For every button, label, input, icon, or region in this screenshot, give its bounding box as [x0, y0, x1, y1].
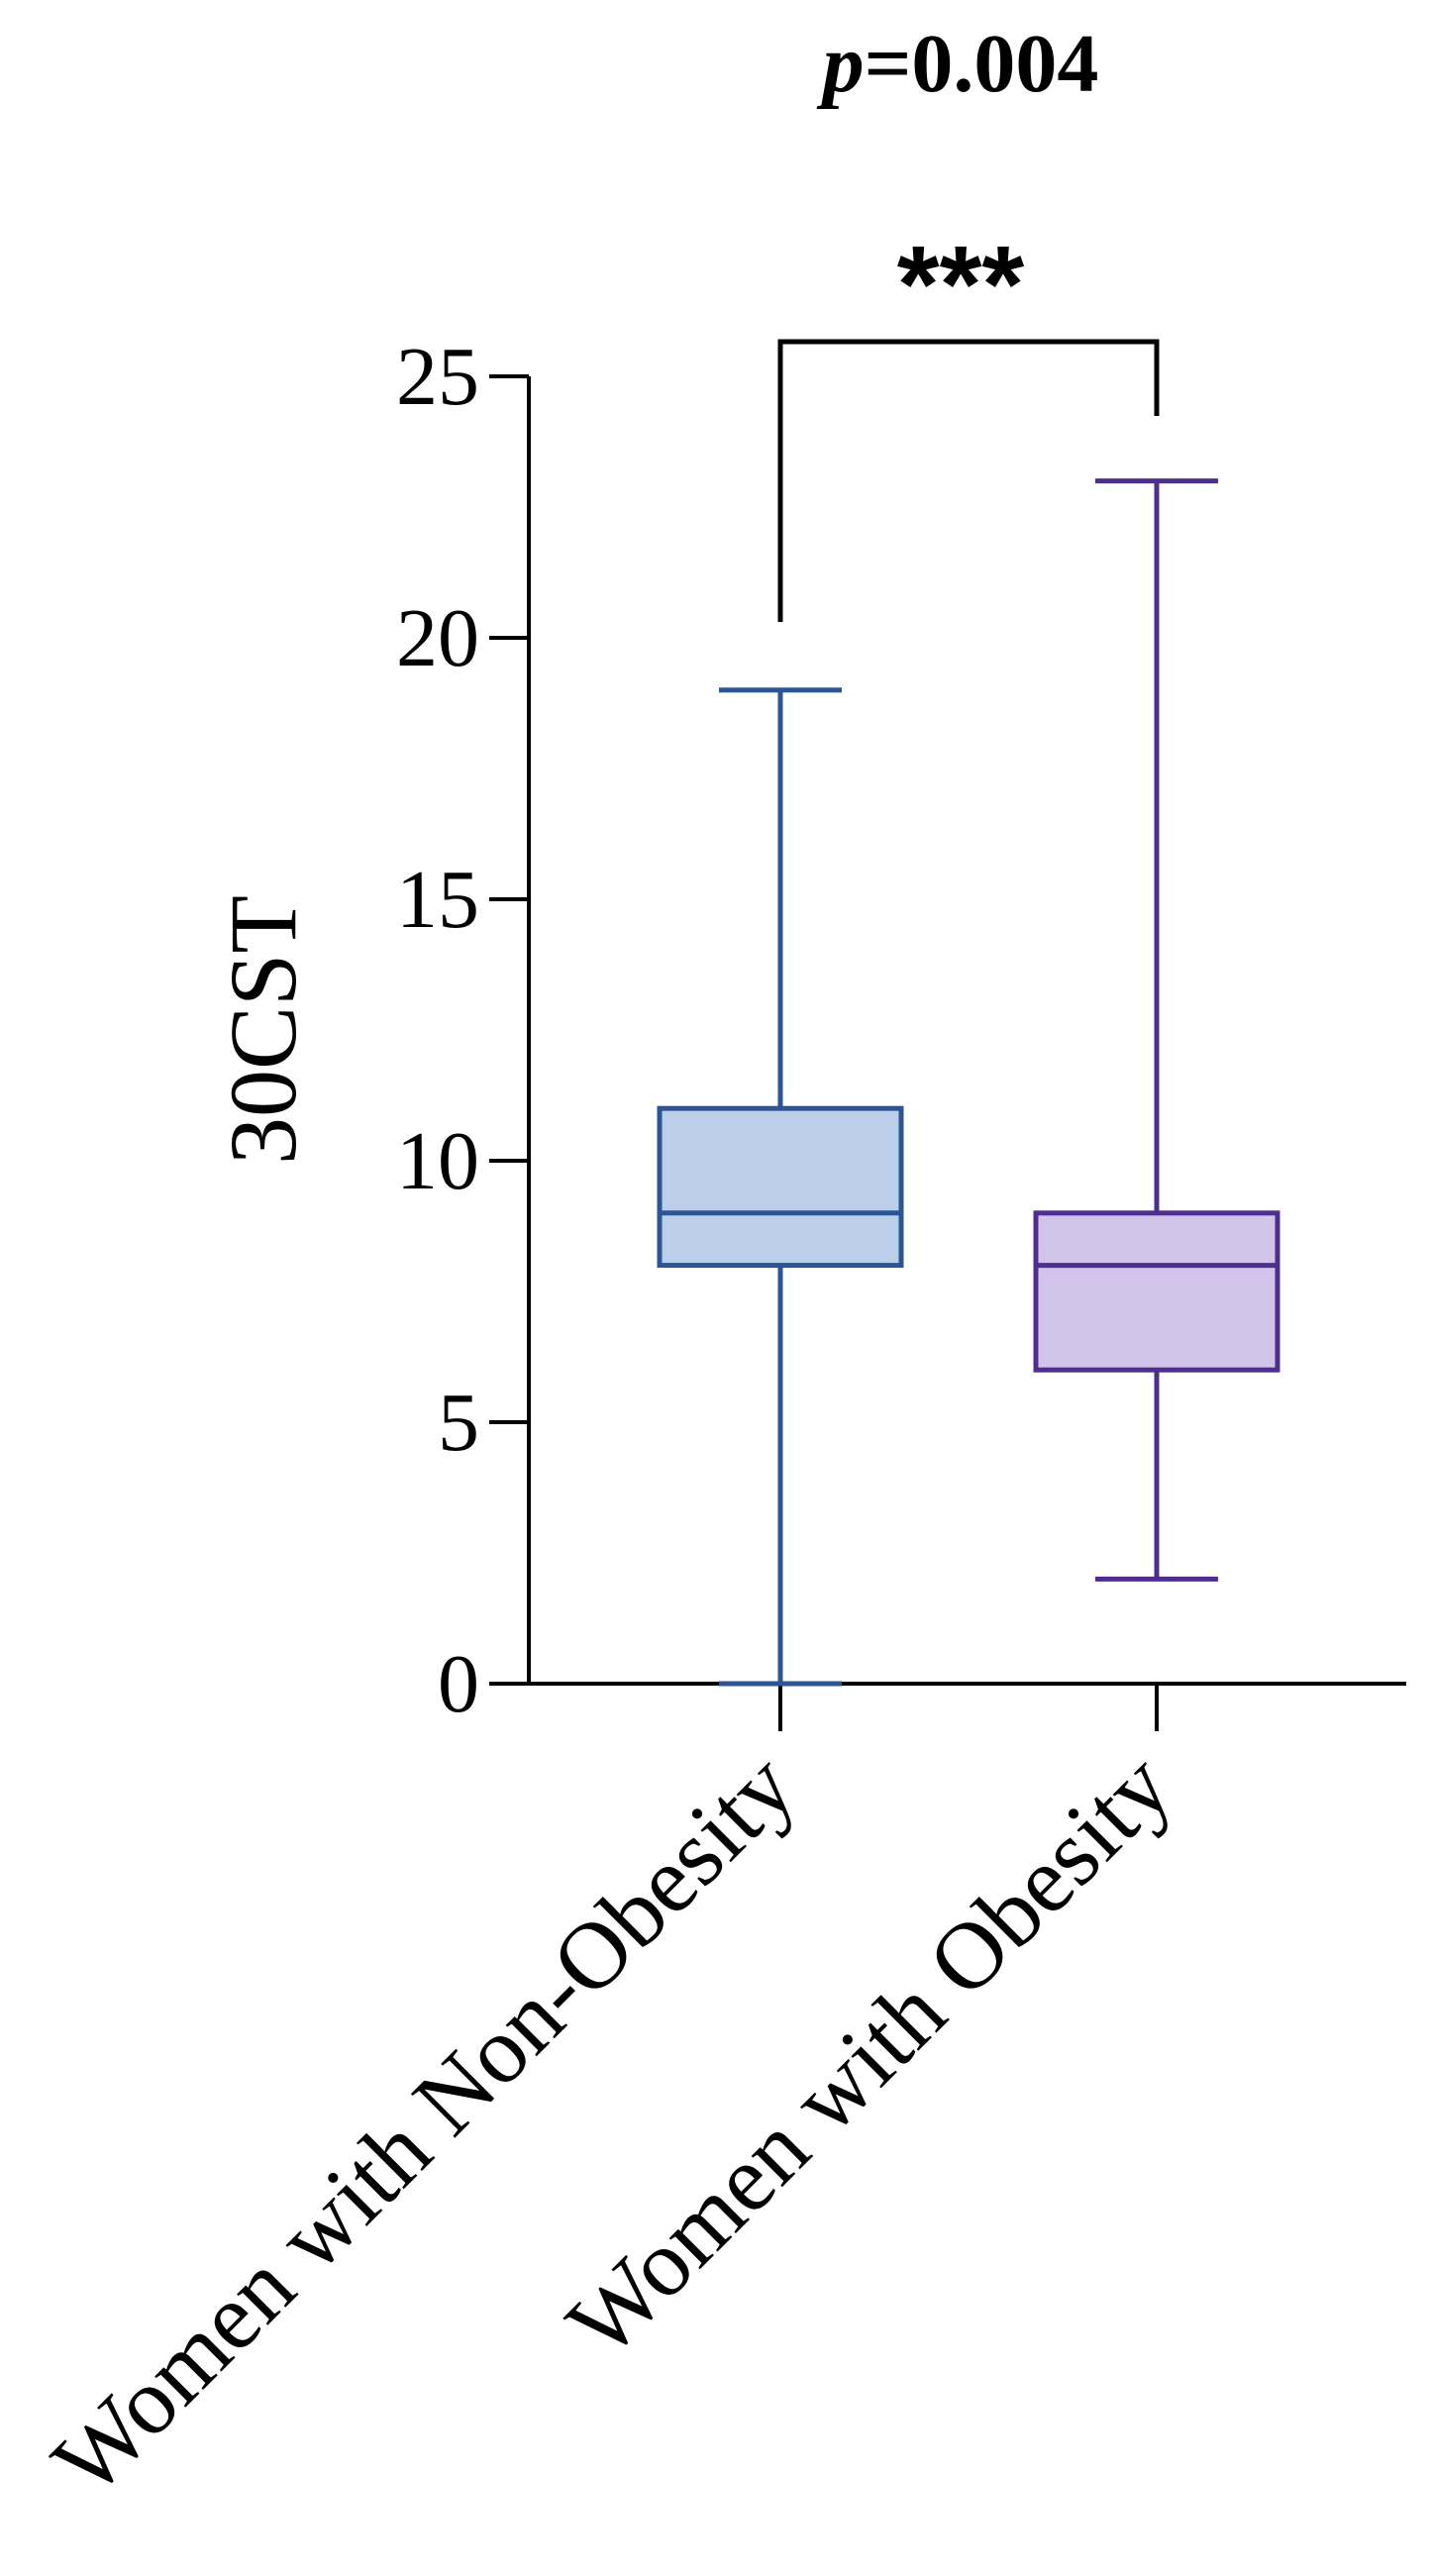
- y-tick-label: 25: [396, 331, 479, 423]
- y-tick-label: 15: [396, 854, 479, 946]
- y-axis-label: 30CST: [210, 895, 316, 1165]
- p-value-prefix: p: [817, 18, 865, 110]
- box-1: [657, 687, 904, 1687]
- x-tick-label: Women with Non-Obesity: [32, 1732, 814, 2515]
- significance-bracket: [777, 339, 1160, 622]
- boxes: [657, 478, 1280, 1687]
- box-2: [1033, 478, 1280, 1582]
- significance-annotation: p=0.004 ***: [777, 18, 1160, 622]
- p-value-label: p=0.004: [817, 18, 1099, 110]
- y-tick-label: 20: [396, 592, 479, 684]
- iqr-box: [1033, 1210, 1280, 1373]
- iqr-box: [657, 1105, 904, 1269]
- significance-stars: ***: [897, 224, 1025, 346]
- y-tick-label: 0: [438, 1638, 479, 1730]
- y-tick-label: 5: [438, 1377, 479, 1469]
- p-value-number: =0.004: [865, 18, 1099, 110]
- y-tick-label: 10: [396, 1115, 479, 1207]
